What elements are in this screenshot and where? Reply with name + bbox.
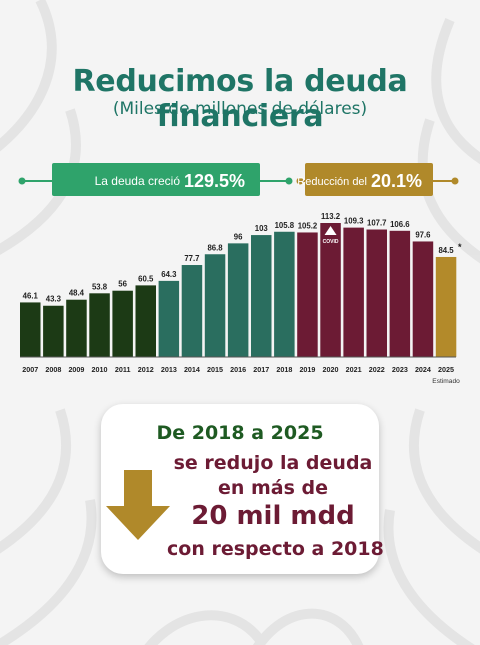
covid-triangle-icon <box>324 226 337 235</box>
callout-period: De 2018 a 2025 <box>156 422 324 444</box>
value-label-2007: 46.1 <box>23 291 39 300</box>
tick-label-2016: 2016 <box>230 365 246 374</box>
tick-label-2015: 2015 <box>207 365 223 374</box>
bar-2007 <box>20 302 41 357</box>
covid-label: COVID <box>323 239 339 245</box>
bar-2023 <box>389 230 411 357</box>
value-label-2025: 84.5 <box>438 246 454 255</box>
bar-2022 <box>366 229 387 357</box>
tick-label-2009: 2009 <box>68 365 84 374</box>
tick-label-2018: 2018 <box>276 365 292 374</box>
bar-2025 <box>435 256 457 357</box>
reduction-badge-text: Reducción del <box>297 176 367 188</box>
tick-label-2024: 2024 <box>415 365 431 374</box>
tick-label-2012: 2012 <box>138 365 154 374</box>
growth-timeline-start-dot <box>18 177 26 185</box>
bar-2015 <box>204 254 226 357</box>
bar-2017 <box>251 235 272 357</box>
callout-line-reference: con respecto a 2018 <box>167 538 384 560</box>
reduction-badge <box>305 163 433 196</box>
bar-2013 <box>158 280 180 357</box>
tick-label-2011: 2011 <box>115 365 131 374</box>
value-label-2009: 48.4 <box>69 289 85 298</box>
bar-2018 <box>274 231 295 357</box>
bar-2009 <box>66 299 87 357</box>
value-label-2016: 96 <box>234 232 243 241</box>
bar-2008 <box>43 305 64 357</box>
bar-2019 <box>297 232 318 357</box>
tick-label-2010: 2010 <box>92 365 108 374</box>
value-label-2018: 105.8 <box>275 221 295 230</box>
down-arrow-icon <box>106 470 170 540</box>
tick-label-2021: 2021 <box>346 365 362 374</box>
value-label-2017: 103 <box>255 224 269 233</box>
bar-2014 <box>181 265 203 357</box>
page-title: Reducimos la deuda financiera <box>72 64 408 134</box>
value-label-2024: 97.6 <box>415 230 431 239</box>
growth-timeline-end-dot <box>285 177 293 185</box>
tick-label-2014: 2014 <box>184 365 200 374</box>
value-label-2010: 53.8 <box>92 282 108 291</box>
reduction-timeline-end-dot <box>451 177 459 185</box>
value-label-2014: 77.7 <box>184 254 199 263</box>
estimate-asterisk: * <box>458 242 462 252</box>
growth-badge-value: 129.5% <box>184 171 245 191</box>
estimate-note: Estimado <box>432 378 460 385</box>
value-label-2020: 113.2 <box>321 212 341 221</box>
bar-2024 <box>412 241 434 357</box>
bar-2021 <box>343 227 364 357</box>
tick-label-2020: 2020 <box>323 365 339 374</box>
tick-label-2017: 2017 <box>253 365 269 374</box>
bar-2020 <box>320 223 341 357</box>
value-label-2023: 106.6 <box>390 220 410 229</box>
tick-label-2019: 2019 <box>299 365 315 374</box>
bar-2010 <box>89 293 110 357</box>
value-label-2015: 86.8 <box>207 243 223 252</box>
bars-group: 46.1 2007 43.3 2008 48.4 2009 53.8 2010 56 2011 60… <box>20 212 462 385</box>
tick-label-2013: 2013 <box>161 365 177 374</box>
tick-label-2007: 2007 <box>22 365 38 374</box>
tick-label-2025: 2025 <box>438 365 454 374</box>
tick-label-2023: 2023 <box>392 365 408 374</box>
reduction-timeline-start-dot <box>296 177 304 185</box>
value-label-2021: 109.3 <box>344 217 364 226</box>
value-label-2012: 60.5 <box>138 274 154 283</box>
callout-line-more-than: en más de <box>217 477 329 499</box>
value-label-2022: 107.7 <box>367 219 387 228</box>
callout-amount: 20 mil mdd <box>191 501 355 531</box>
reduction-badge-value: 20.1% <box>371 171 422 191</box>
value-label-2019: 105.2 <box>298 221 318 230</box>
tick-label-2022: 2022 <box>369 365 385 374</box>
bar-2012 <box>135 285 156 357</box>
tick-label-2008: 2008 <box>45 365 61 374</box>
callout-line-reduced: se redujo la deuda <box>173 452 373 474</box>
growth-badge-text: La deuda creció <box>95 174 181 188</box>
page-subtitle: (Miles de millones de dólares) <box>112 99 368 119</box>
bar-2011 <box>112 290 133 357</box>
bar-2016 <box>227 243 249 357</box>
value-label-2013: 64.3 <box>161 270 177 279</box>
value-label-2011: 56 <box>118 280 127 289</box>
value-label-2008: 43.3 <box>46 295 62 304</box>
growth-badge <box>52 163 260 196</box>
